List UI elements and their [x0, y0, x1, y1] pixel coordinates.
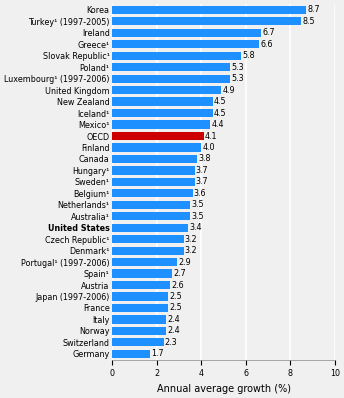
Bar — [112, 201, 190, 209]
Text: 2.3: 2.3 — [165, 338, 177, 347]
Bar — [112, 178, 195, 186]
Bar — [112, 235, 184, 243]
Text: 3.7: 3.7 — [196, 178, 208, 186]
Text: 1.7: 1.7 — [151, 349, 164, 358]
Text: 2.5: 2.5 — [169, 303, 182, 312]
Bar — [112, 338, 164, 347]
Text: 3.7: 3.7 — [196, 166, 208, 175]
Bar — [112, 29, 261, 37]
Text: 5.3: 5.3 — [232, 74, 244, 83]
Bar — [112, 166, 195, 175]
Bar — [112, 52, 241, 60]
Text: 3.2: 3.2 — [185, 235, 197, 244]
Bar — [112, 327, 166, 335]
Bar — [112, 212, 190, 220]
Text: 2.4: 2.4 — [167, 315, 180, 324]
Bar — [112, 293, 168, 300]
Text: 2.6: 2.6 — [171, 281, 184, 289]
Bar — [112, 86, 222, 94]
Text: 2.7: 2.7 — [174, 269, 186, 278]
Text: 2.5: 2.5 — [169, 292, 182, 301]
Text: 4.5: 4.5 — [214, 97, 226, 106]
Text: 3.8: 3.8 — [198, 154, 211, 164]
Bar — [112, 40, 259, 49]
Text: 2.4: 2.4 — [167, 326, 180, 336]
Bar — [112, 315, 166, 324]
Bar — [112, 269, 172, 278]
Bar — [112, 224, 188, 232]
Text: 2.9: 2.9 — [178, 258, 191, 267]
Bar — [112, 109, 213, 117]
Text: 3.5: 3.5 — [191, 200, 204, 209]
Text: 3.4: 3.4 — [189, 223, 202, 232]
Bar — [112, 132, 204, 140]
Text: 4.4: 4.4 — [212, 120, 224, 129]
Text: 6.7: 6.7 — [262, 28, 275, 37]
Bar — [112, 304, 168, 312]
Bar — [112, 6, 306, 14]
Text: 8.5: 8.5 — [303, 17, 315, 26]
Bar — [112, 121, 210, 129]
Text: 3.2: 3.2 — [185, 246, 197, 255]
Bar — [112, 63, 230, 71]
Bar — [112, 143, 201, 152]
Bar — [112, 17, 301, 25]
Text: 4.0: 4.0 — [203, 143, 215, 152]
Bar — [112, 98, 213, 106]
Text: 4.5: 4.5 — [214, 109, 226, 117]
Text: 5.3: 5.3 — [232, 63, 244, 72]
Text: 3.5: 3.5 — [191, 212, 204, 221]
Text: 4.1: 4.1 — [205, 131, 217, 140]
Bar — [112, 155, 197, 163]
X-axis label: Annual average growth (%): Annual average growth (%) — [157, 384, 291, 394]
Bar — [112, 189, 193, 197]
Text: 8.7: 8.7 — [307, 6, 320, 14]
Text: 5.8: 5.8 — [243, 51, 255, 60]
Bar — [112, 258, 177, 266]
Bar — [112, 246, 184, 255]
Bar — [112, 350, 150, 358]
Bar — [112, 281, 170, 289]
Bar — [112, 74, 230, 83]
Text: 6.6: 6.6 — [260, 40, 273, 49]
Text: 3.6: 3.6 — [194, 189, 206, 198]
Text: 4.9: 4.9 — [223, 86, 235, 95]
